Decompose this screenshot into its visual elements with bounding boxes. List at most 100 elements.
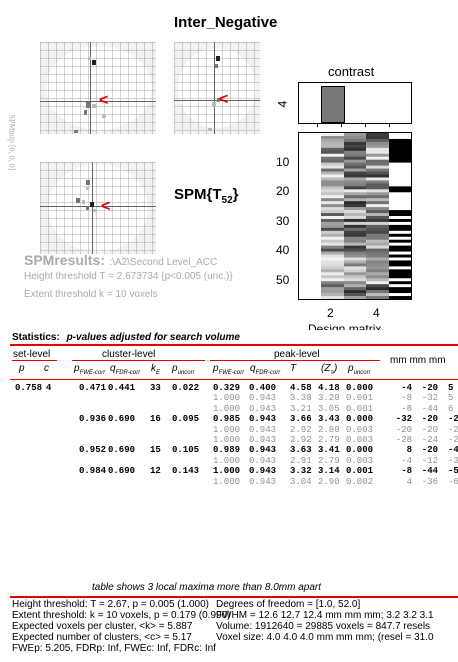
design-matrix-cell — [389, 171, 411, 175]
design-matrix-cell — [299, 174, 321, 178]
table-cell-z: -6 — [448, 476, 458, 487]
design-matrix-cell — [299, 180, 321, 184]
table-cell-y[interactable]: -20 — [421, 414, 438, 425]
table-cell-cl-ke[interactable]: 16 — [150, 414, 161, 425]
table-cell-set-p[interactable]: 0.758 — [15, 383, 43, 393]
table-cell-pk-z[interactable]: 3.41 — [318, 445, 340, 456]
table-cell-pk-pfwe[interactable]: 0.985 — [213, 414, 241, 425]
table-cell-z[interactable]: -5 — [448, 466, 458, 477]
table-cell-pk-punc[interactable]: 0.000 — [346, 445, 374, 456]
design-matrix-cell — [344, 266, 366, 270]
design-matrix-cell — [299, 221, 321, 226]
design-matrix-cell — [321, 213, 344, 217]
table-cell-pk-qfdr[interactable]: 0.400 — [249, 383, 277, 393]
table-cell-pk-t[interactable]: 3.66 — [290, 414, 312, 425]
table-cell-pk-qfdr[interactable]: 0.943 — [249, 445, 277, 456]
table-cell-cl-ke[interactable]: 33 — [150, 383, 161, 393]
design-matrix-cell — [321, 144, 344, 149]
table-cell-y[interactable]: -20 — [421, 445, 438, 456]
design-matrix-cell — [344, 233, 366, 238]
design-matrix-cell — [321, 165, 344, 169]
table-cell-pk-pfwe[interactable]: 1.000 — [213, 466, 241, 477]
design-matrix-cell — [344, 156, 366, 160]
table-cell-cl-punc[interactable]: 0.143 — [172, 466, 200, 477]
table-cell-cl-ke[interactable]: 12 — [150, 466, 161, 477]
table-cell-z[interactable]: -2 — [448, 414, 458, 425]
table-cell-cl-pfwe[interactable]: 0.984 — [79, 466, 107, 477]
table-cell-cl-qfdr[interactable]: 0.441 — [108, 383, 136, 393]
table-cell-pk-pfwe: 1.000 — [213, 435, 241, 445]
table-cell-pk-z[interactable]: 3.43 — [318, 414, 340, 425]
design-matrix-cell — [299, 224, 321, 229]
table-cell-x[interactable]: -8 — [401, 466, 412, 477]
table-cell-cl-punc[interactable]: 0.022 — [172, 383, 200, 393]
design-matrix-cell — [366, 251, 389, 255]
table-cell-pk-punc[interactable]: 0.001 — [346, 466, 374, 477]
height-threshold-info: Height threshold T = 2.673734 {p<0.005 (… — [24, 271, 233, 282]
design-matrix-cell — [299, 141, 321, 146]
table-cell-pk-punc[interactable]: 0.000 — [346, 414, 374, 425]
design-matrix-cell — [299, 147, 321, 152]
design-matrix-cell — [321, 156, 344, 160]
design-matrix-cell — [321, 296, 344, 299]
table-cell-pk-t[interactable]: 3.32 — [290, 466, 312, 477]
table-cell-cl-ke[interactable]: 15 — [150, 445, 161, 456]
design-matrix-cell — [366, 245, 389, 249]
set-level-header: set-level — [13, 349, 51, 360]
table-cell-y[interactable]: -44 — [421, 466, 438, 477]
design-matrix-cell — [389, 230, 411, 235]
table-cell-pk-qfdr[interactable]: 0.943 — [249, 414, 277, 425]
table-cell-cl-punc[interactable]: 0.105 — [172, 445, 200, 456]
design-matrix-cell — [344, 165, 366, 169]
table-cell-pk-punc[interactable]: 0.000 — [346, 383, 374, 393]
design-matrix-cell — [321, 290, 344, 294]
table-cell-pk-pfwe[interactable]: 0.329 — [213, 383, 241, 393]
design-matrix-cell — [366, 216, 389, 220]
table-cell-cl-pfwe[interactable]: 0.471 — [79, 383, 107, 393]
table-cell-set-c[interactable]: 4 — [46, 383, 52, 393]
design-matrix[interactable] — [298, 132, 412, 300]
design-matrix-cell — [366, 278, 389, 282]
table-cell-cl-qfdr[interactable]: 0.690 — [108, 445, 136, 456]
table-cell-y[interactable]: -20 — [421, 383, 438, 393]
design-matrix-cell — [366, 168, 389, 172]
design-matrix-y-tick: 20 — [276, 184, 290, 199]
design-matrix-cell — [299, 230, 321, 235]
table-cell-cl-pfwe[interactable]: 0.936 — [79, 414, 107, 425]
design-matrix-cell — [321, 147, 344, 152]
table-cell-x: -4 — [401, 455, 412, 466]
design-matrix-cell — [321, 260, 344, 264]
design-matrix-cell — [366, 198, 389, 202]
table-cell-z[interactable]: 5 — [448, 383, 454, 393]
table-cell-x[interactable]: -4 — [401, 383, 412, 393]
design-matrix-cell — [344, 242, 366, 246]
design-matrix-cell — [389, 180, 411, 184]
table-cell-pk-t[interactable]: 3.63 — [290, 445, 312, 456]
glass-brain-coronal[interactable]: < — [174, 42, 260, 134]
table-cell-x[interactable]: -32 — [395, 414, 412, 425]
glass-brain-axial[interactable]: < — [40, 162, 156, 254]
header-bottom-rule — [10, 379, 458, 380]
table-cell-pk-z[interactable]: 4.18 — [318, 383, 340, 393]
spmmip-side-label: SPMmip [0, 0, 0] — [7, 114, 17, 171]
design-matrix-cell — [389, 183, 411, 187]
glass-brain-sagittal[interactable]: < — [40, 42, 156, 134]
table-cell-z[interactable]: -4 — [448, 445, 458, 456]
table-cell-pk-z[interactable]: 3.14 — [318, 466, 340, 477]
contrast-tick — [389, 123, 390, 127]
design-matrix-cell — [321, 230, 344, 235]
table-cell-cl-punc[interactable]: 0.095 — [172, 414, 200, 425]
design-matrix-cell — [366, 293, 389, 297]
table-cell-pk-pfwe[interactable]: 0.989 — [213, 445, 241, 456]
table-cell-z: -2 — [448, 424, 458, 435]
design-matrix-cell — [299, 135, 321, 140]
table-cell-cl-qfdr[interactable]: 0.690 — [108, 414, 136, 425]
design-matrix-cell — [389, 213, 411, 217]
table-cell-cl-qfdr[interactable]: 0.690 — [108, 466, 136, 477]
cursor-arrow-icon: < — [99, 92, 109, 109]
table-cell-x[interactable]: 8 — [406, 445, 412, 456]
table-cell-cl-pfwe[interactable]: 0.952 — [79, 445, 107, 456]
design-matrix-cell — [299, 207, 321, 211]
table-cell-pk-t[interactable]: 4.58 — [290, 383, 312, 393]
table-cell-pk-qfdr[interactable]: 0.943 — [249, 466, 277, 477]
